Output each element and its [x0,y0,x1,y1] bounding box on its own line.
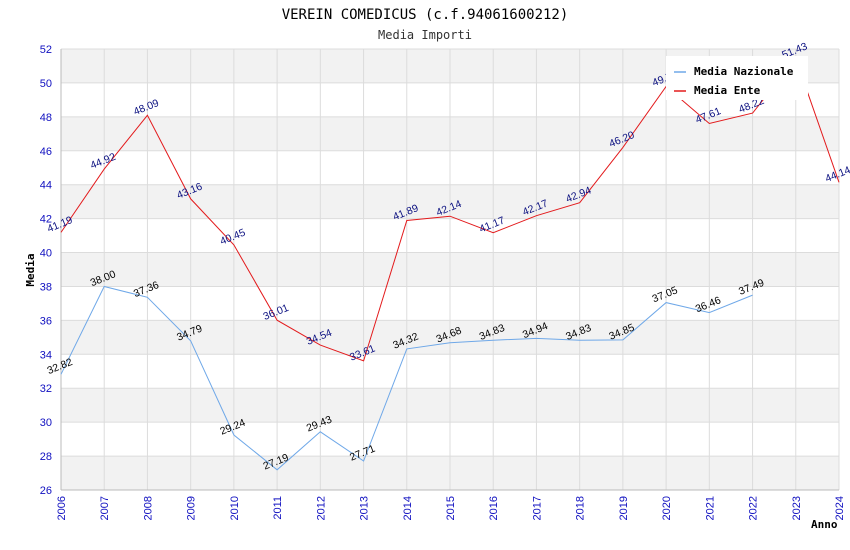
chart-legend: Media Nazionale Media Ente [666,56,808,100]
y-axis-ticks: 26 28 30 32 34 36 38 40 42 44 46 48 50 52 [40,44,52,497]
series-lines [60,57,840,471]
x-tick-label: 2021 [704,496,716,520]
x-tick-label: 2009 [186,496,198,520]
x-axis-ticks: 2006 2007 2008 2009 2010 2011 2012 2013 2014 2015… [56,496,846,520]
x-tick-label: 2019 [618,496,630,520]
y-tick-label: 28 [40,451,52,463]
y-tick-label: 30 [40,417,52,429]
y-tick-label: 40 [40,248,52,260]
x-tick-label: 2016 [488,496,500,520]
y-axis-label: Media [24,253,37,286]
y-tick-label: 46 [40,146,52,158]
legend-label: Media Ente [694,84,761,97]
y-tick-label: 26 [40,485,52,497]
data-label: 44.14 [823,164,850,185]
x-tick-label: 2017 [531,496,543,520]
x-tick-label: 2022 [748,496,760,520]
x-tick-label: 2015 [445,496,457,520]
x-tick-label: 2013 [359,496,371,520]
y-tick-label: 32 [40,383,52,395]
chart-title: VEREIN COMEDICUS (c.f.94061600212) [282,7,569,23]
data-label: 44.92 [89,151,118,172]
x-tick-label: 2024 [834,496,846,520]
y-tick-label: 44 [40,180,52,192]
x-tick-label: 2023 [791,496,803,520]
data-label: 36.01 [262,302,291,323]
chart-subtitle: Media Importi [378,28,472,42]
y-tick-label: 36 [40,315,52,327]
x-tick-label: 2014 [402,496,414,520]
legend-label: Media Nazionale [694,65,794,78]
x-tick-label: 2010 [229,496,241,520]
data-label: 37.05 [651,284,680,305]
y-tick-label: 50 [40,78,52,90]
legend-box [666,56,808,100]
series-line-media-nazionale [60,285,753,471]
x-tick-label: 2006 [56,496,68,520]
x-tick-label: 2011 [272,496,284,520]
y-tick-label: 42 [40,214,52,226]
series-line-media-ente [60,57,840,362]
x-tick-label: 2008 [142,496,154,520]
y-tick-label: 38 [40,281,52,293]
x-tick-label: 2020 [661,496,673,520]
x-tick-label: 2007 [99,496,111,520]
y-tick-label: 52 [40,44,52,56]
x-tick-label: 2018 [575,496,587,520]
x-tick-label: 2012 [315,496,327,520]
data-label: 48.09 [132,97,161,118]
gridlines [60,48,840,491]
y-tick-label: 48 [40,112,52,124]
x-axis-label: Anno [811,518,838,531]
y-tick-label: 34 [40,349,52,361]
